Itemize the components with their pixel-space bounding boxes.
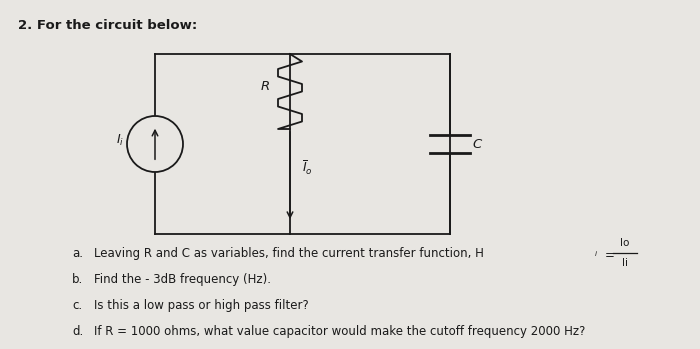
Text: b.: b.: [72, 273, 83, 286]
Text: d.: d.: [72, 325, 83, 338]
Text: $_i$: $_i$: [594, 249, 598, 259]
Text: a.: a.: [72, 247, 83, 260]
Text: 2. For the circuit below:: 2. For the circuit below:: [18, 19, 197, 32]
Text: $\mathit{I}_i$: $\mathit{I}_i$: [116, 133, 124, 148]
Text: =: =: [605, 249, 615, 262]
Text: Io: Io: [620, 238, 630, 248]
Text: c.: c.: [72, 299, 82, 312]
Text: R: R: [260, 80, 270, 93]
Text: $\mathit{\overline{I}}_o$: $\mathit{\overline{I}}_o$: [302, 158, 313, 177]
Text: Find the - 3dB frequency (Hz).: Find the - 3dB frequency (Hz).: [94, 273, 271, 286]
Text: Ii: Ii: [622, 258, 628, 268]
Text: Is this a low pass or high pass filter?: Is this a low pass or high pass filter?: [94, 299, 309, 312]
Text: C: C: [472, 138, 482, 150]
Text: If R = 1000 ohms, what value capacitor would make the cutoff frequency 2000 Hz?: If R = 1000 ohms, what value capacitor w…: [94, 325, 585, 338]
Text: Leaving R and C as variables, find the current transfer function, H: Leaving R and C as variables, find the c…: [94, 247, 484, 260]
